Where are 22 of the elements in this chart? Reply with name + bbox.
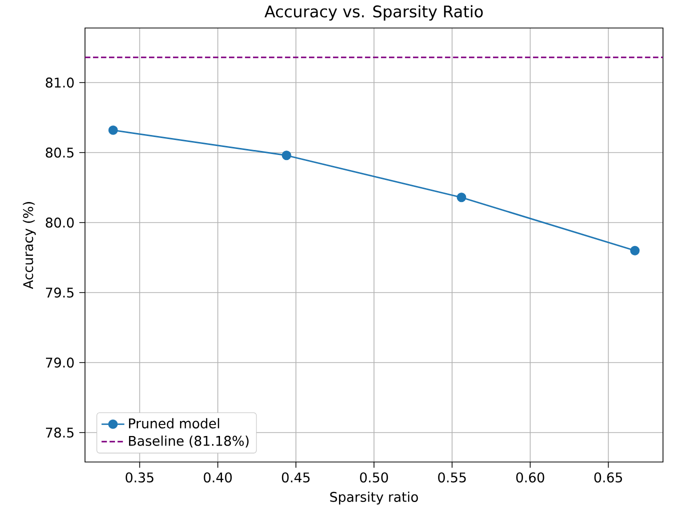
y-tick-label: 80.0 (46, 218, 74, 228)
x-tick-label: 0.45 (282, 472, 310, 482)
y-tick-label: 79.0 (46, 358, 74, 368)
x-tick-label: 0.65 (594, 472, 622, 482)
legend-label: Pruned model (129, 418, 220, 428)
legend-label: Baseline (81.18%) (129, 436, 249, 448)
point (108, 125, 118, 135)
point (456, 192, 466, 202)
y-tick-label: 80.5 (46, 148, 74, 158)
point (282, 150, 292, 160)
x-tick-label: 0.60 (516, 472, 544, 482)
point (630, 246, 640, 256)
x-tick-label: 0.50 (360, 472, 388, 482)
chart-title: Accuracy vs. Sparsity Ratio (264, 5, 483, 21)
x-tick-label: 0.35 (126, 472, 154, 482)
y-tick-label: 79.5 (46, 288, 74, 298)
x-tick-label: 0.55 (438, 472, 466, 482)
x-tick-label: 0.40 (204, 472, 232, 482)
x-axis-title: Sparsity ratio (330, 492, 418, 505)
y-tick-label: 78.5 (46, 428, 74, 438)
y-tick-label: 81.0 (46, 78, 74, 88)
y-axis-title: Accuracy (%) (22, 202, 36, 289)
